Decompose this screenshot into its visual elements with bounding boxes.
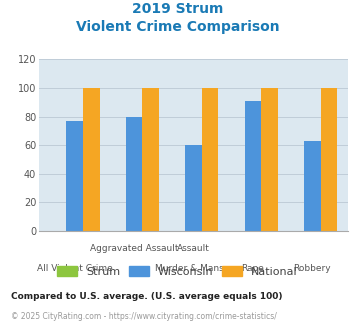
Text: Murder & Mans...: Murder & Mans... <box>155 264 232 273</box>
Text: Violent Crime Comparison: Violent Crime Comparison <box>76 20 279 34</box>
Bar <box>202 88 218 231</box>
Legend: Strum, Wisconsin, National: Strum, Wisconsin, National <box>53 261 302 281</box>
Bar <box>83 88 100 231</box>
Text: Assault: Assault <box>177 244 210 253</box>
Text: Rape: Rape <box>241 264 264 273</box>
Text: Aggravated Assault: Aggravated Assault <box>90 244 178 253</box>
Bar <box>126 116 142 231</box>
Bar <box>185 145 202 231</box>
Text: All Violent Crime: All Violent Crime <box>37 264 113 273</box>
Bar <box>304 141 321 231</box>
Text: © 2025 CityRating.com - https://www.cityrating.com/crime-statistics/: © 2025 CityRating.com - https://www.city… <box>11 312 277 321</box>
Bar <box>66 121 83 231</box>
Text: Compared to U.S. average. (U.S. average equals 100): Compared to U.S. average. (U.S. average … <box>11 292 282 301</box>
Bar <box>261 88 278 231</box>
Bar <box>142 88 159 231</box>
Text: 2019 Strum: 2019 Strum <box>132 2 223 16</box>
Text: Robbery: Robbery <box>294 264 331 273</box>
Bar <box>245 101 261 231</box>
Bar <box>321 88 337 231</box>
